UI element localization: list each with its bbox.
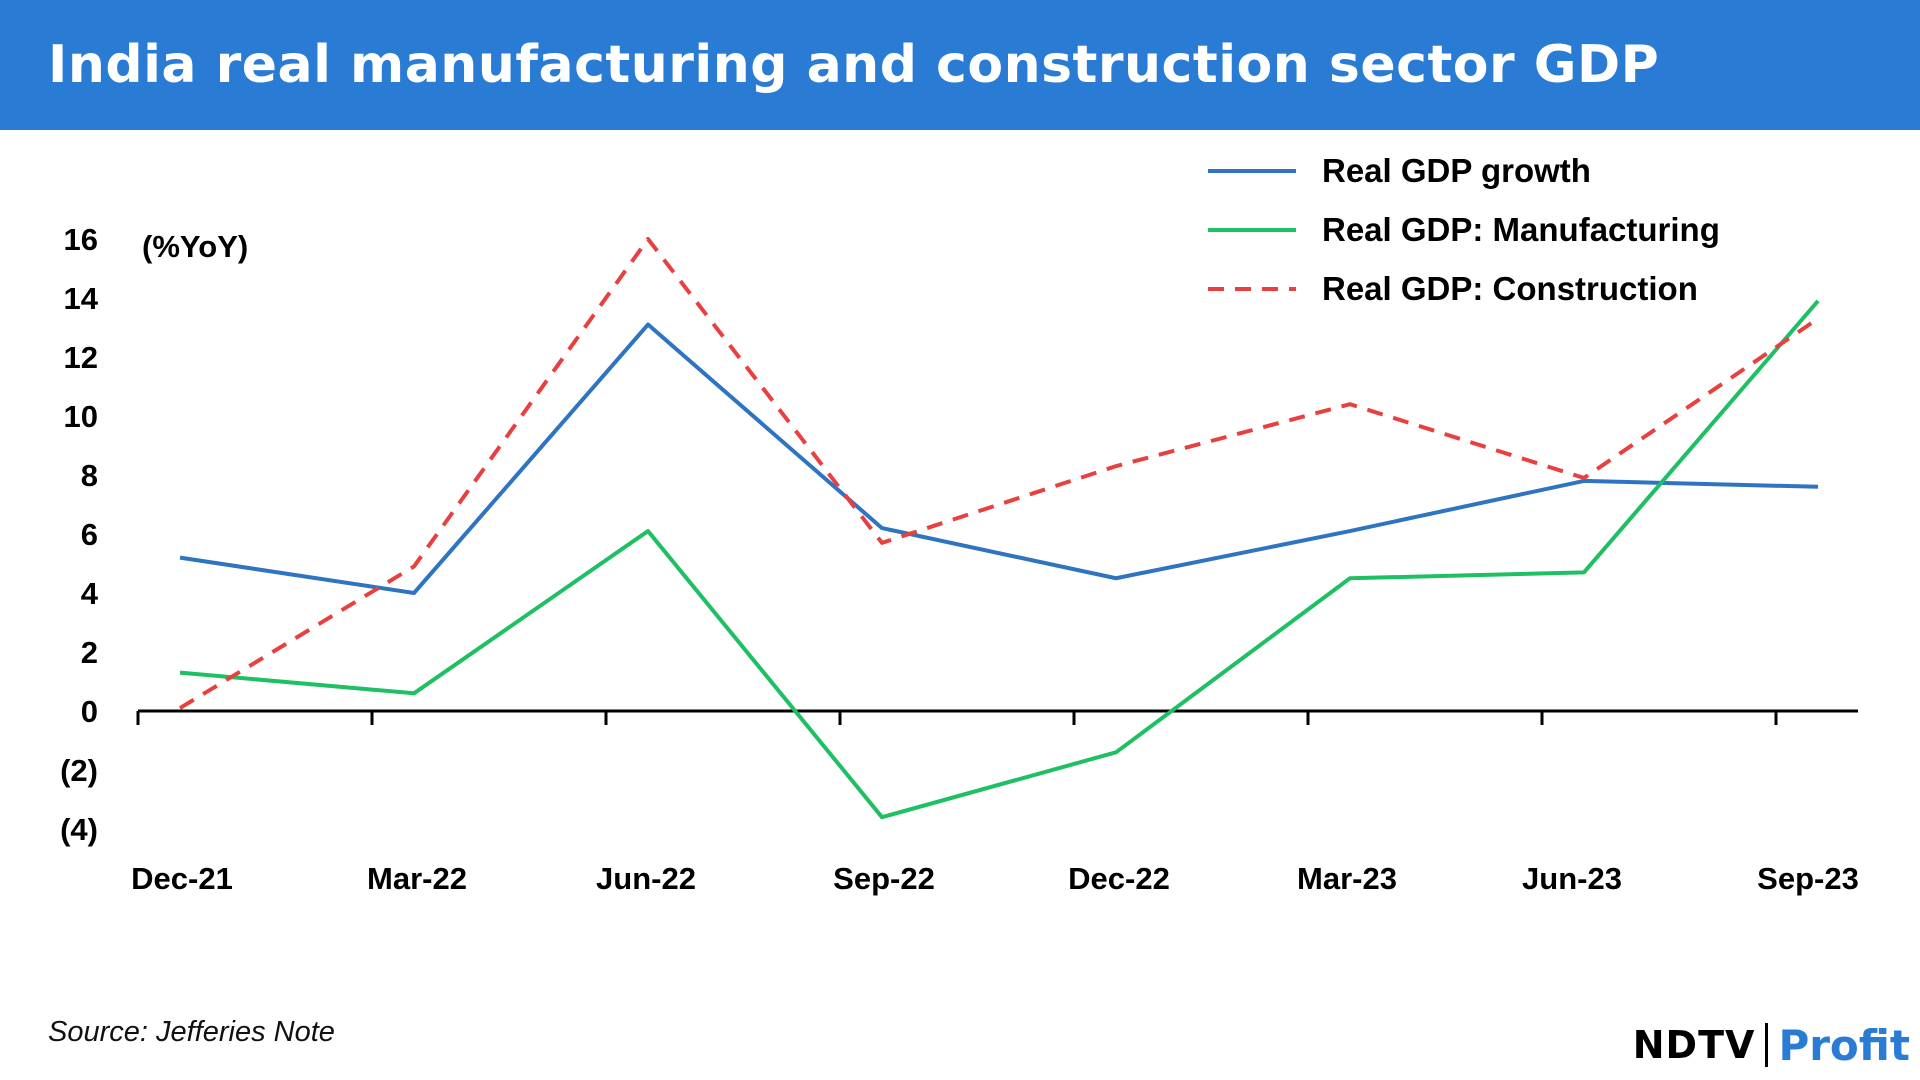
x-axis: Dec-21 Mar-22 Jun-22 Sep-22 Dec-22 Mar-23 Jun-…: [131, 709, 1859, 896]
series-line-0: [179, 322, 1819, 595]
page-title: India real manufacturing and constructio…: [48, 35, 1660, 95]
y-tick-label: 0: [81, 694, 98, 729]
x-tick-label: Dec-21: [131, 861, 233, 896]
y-tick-label: 10: [64, 399, 98, 434]
series-line-2: [178, 237, 1820, 710]
y-tick-label: 8: [81, 458, 98, 493]
y-tick-label: 6: [81, 517, 98, 552]
brand-ndtv: NDTV: [1632, 1023, 1756, 1067]
source-note: Source: Jefferies Note: [48, 1016, 335, 1048]
x-tick-label: Jun-23: [1522, 861, 1622, 896]
x-tick-label: Mar-22: [367, 861, 467, 896]
y-tick-label: (4): [60, 812, 98, 847]
legend-label-0: Real GDP growth: [1322, 152, 1591, 189]
brand-logo: NDTV Profit: [1632, 1020, 1910, 1070]
series-lines: [178, 237, 1820, 820]
x-tick-label: Sep-22: [833, 861, 935, 896]
y-tick-label: 12: [64, 340, 98, 375]
title-banner: India real manufacturing and constructio…: [0, 0, 1920, 130]
x-tick-label: Jun-22: [596, 861, 696, 896]
brand-divider: [1765, 1023, 1769, 1067]
y-tick-label: 14: [64, 281, 99, 316]
legend-label-2: Real GDP: Construction: [1322, 270, 1698, 307]
brand-profit: Profit: [1778, 1020, 1910, 1070]
x-tick-label: Dec-22: [1068, 861, 1170, 896]
y-axis-unit-label: (%YoY): [142, 229, 248, 264]
x-tick-label: Mar-23: [1297, 861, 1397, 896]
legend: Real GDP growth Real GDP: Manufacturing Re…: [1208, 152, 1720, 307]
y-axis: (4) (2) 0 2 4 6 8 10 12 14 16: [60, 222, 99, 847]
y-tick-label: (2): [60, 753, 98, 788]
y-tick-label: 16: [64, 222, 98, 257]
series-line-1: [179, 299, 1820, 820]
legend-label-1: Real GDP: Manufacturing: [1322, 211, 1720, 248]
y-tick-label: 2: [81, 635, 98, 670]
y-tick-label: 4: [81, 576, 99, 611]
x-tick-label: Sep-23: [1757, 861, 1859, 896]
